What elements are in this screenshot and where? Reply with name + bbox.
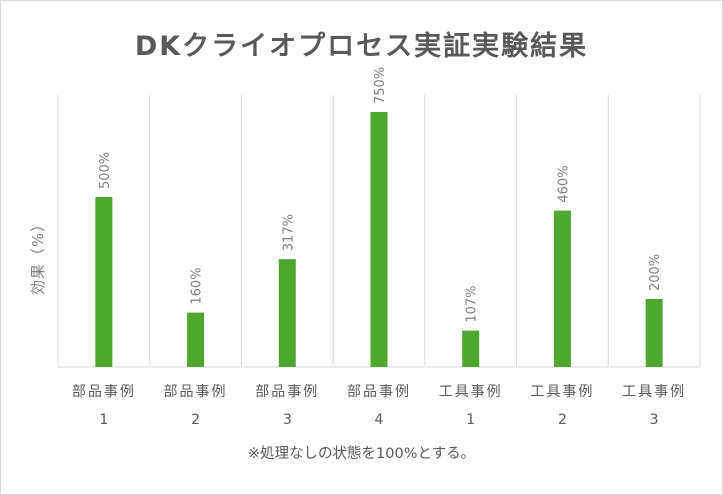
bar — [278, 259, 296, 367]
bar — [187, 312, 205, 367]
category-label: 工具事例 3 — [608, 378, 700, 434]
bar — [553, 210, 571, 367]
category-label-line2: 3 — [282, 412, 292, 428]
data-label: 317% — [281, 214, 296, 251]
bar — [370, 112, 388, 367]
category-label-line2: 1 — [466, 412, 476, 428]
data-label: 200% — [648, 254, 663, 291]
category-label-line1: 工具事例 — [438, 384, 503, 400]
footnote: ※処理なしの状態を100%とする。 — [247, 446, 476, 462]
data-label: 107% — [465, 285, 480, 322]
category-label: 部品事例 1 — [58, 378, 150, 434]
category-label-line1: 部品事例 — [255, 384, 320, 400]
category-label-line2: 3 — [649, 412, 659, 428]
category-label: 部品事例 2 — [150, 378, 242, 434]
bar — [462, 330, 480, 367]
data-label: 500% — [98, 152, 113, 189]
category-label-line1: 部品事例 — [346, 384, 411, 400]
category-label: 工具事例 1 — [425, 378, 517, 434]
bar — [95, 197, 113, 367]
category-label-line1: 部品事例 — [71, 384, 136, 400]
chart-title: DKクライオプロセス実証実験結果 — [134, 31, 589, 62]
category-label-line2: 2 — [557, 412, 567, 428]
category-label-line1: 工具事例 — [530, 384, 595, 400]
category-label: 部品事例 4 — [333, 378, 425, 434]
data-label: 460% — [556, 165, 571, 202]
category-label-line2: 2 — [191, 412, 201, 428]
bar — [645, 299, 663, 367]
category-label-line2: 4 — [374, 412, 384, 428]
category-label-line2: 1 — [99, 412, 109, 428]
data-label: 750% — [373, 67, 388, 104]
category-label-line1: 工具事例 — [622, 384, 687, 400]
data-label: 160% — [190, 267, 205, 304]
category-label: 部品事例 3 — [241, 378, 333, 434]
category-label: 工具事例 2 — [517, 378, 609, 434]
category-label-line1: 部品事例 — [163, 384, 228, 400]
